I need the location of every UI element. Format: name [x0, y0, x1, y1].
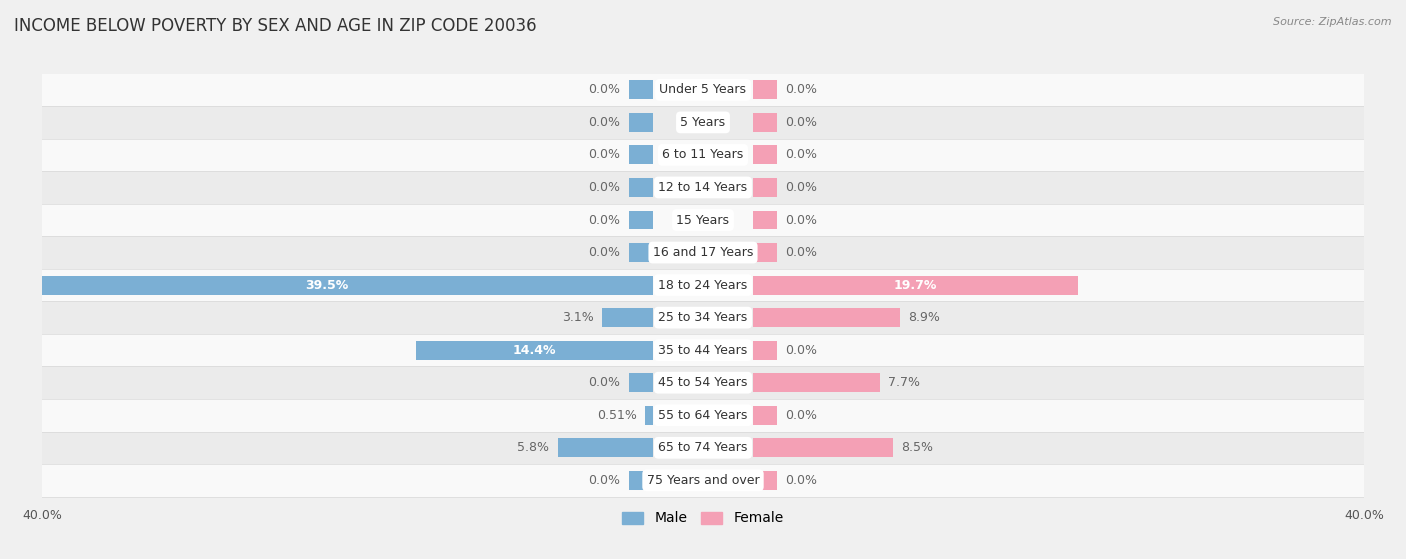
- Text: INCOME BELOW POVERTY BY SEX AND AGE IN ZIP CODE 20036: INCOME BELOW POVERTY BY SEX AND AGE IN Z…: [14, 17, 537, 35]
- Bar: [628, 145, 654, 164]
- FancyBboxPatch shape: [34, 74, 1372, 106]
- Bar: [752, 341, 778, 359]
- Bar: [752, 373, 880, 392]
- Text: 14.4%: 14.4%: [513, 344, 557, 357]
- Bar: [628, 243, 654, 262]
- Bar: [416, 341, 654, 359]
- Text: 0.0%: 0.0%: [786, 181, 818, 194]
- Bar: [752, 276, 1078, 295]
- Text: 5.8%: 5.8%: [517, 441, 550, 454]
- Bar: [752, 471, 778, 490]
- Bar: [752, 211, 778, 229]
- Text: 0.0%: 0.0%: [786, 149, 818, 162]
- Bar: [628, 80, 654, 100]
- Bar: [558, 438, 654, 457]
- Text: 0.51%: 0.51%: [598, 409, 637, 421]
- Text: 7.7%: 7.7%: [889, 376, 920, 389]
- Bar: [752, 243, 778, 262]
- Text: 8.5%: 8.5%: [901, 441, 934, 454]
- Text: 0.0%: 0.0%: [786, 246, 818, 259]
- FancyBboxPatch shape: [34, 171, 1372, 203]
- Text: 0.0%: 0.0%: [588, 149, 620, 162]
- Text: 35 to 44 Years: 35 to 44 Years: [658, 344, 748, 357]
- Text: 0.0%: 0.0%: [588, 214, 620, 226]
- Text: 65 to 74 Years: 65 to 74 Years: [658, 441, 748, 454]
- Text: 0.0%: 0.0%: [786, 474, 818, 487]
- Text: 75 Years and over: 75 Years and over: [647, 474, 759, 487]
- Text: 0.0%: 0.0%: [786, 344, 818, 357]
- Bar: [628, 211, 654, 229]
- FancyBboxPatch shape: [34, 236, 1372, 269]
- Text: 3.1%: 3.1%: [562, 311, 593, 324]
- Bar: [628, 471, 654, 490]
- Text: 18 to 24 Years: 18 to 24 Years: [658, 278, 748, 292]
- Bar: [752, 406, 778, 425]
- Bar: [752, 178, 778, 197]
- Text: 0.0%: 0.0%: [786, 214, 818, 226]
- Text: 8.9%: 8.9%: [908, 311, 939, 324]
- Bar: [602, 308, 654, 327]
- Text: 39.5%: 39.5%: [305, 278, 349, 292]
- Text: 15 Years: 15 Years: [676, 214, 730, 226]
- Text: 45 to 54 Years: 45 to 54 Years: [658, 376, 748, 389]
- Text: 0.0%: 0.0%: [786, 83, 818, 96]
- Text: 5 Years: 5 Years: [681, 116, 725, 129]
- FancyBboxPatch shape: [34, 301, 1372, 334]
- Text: 6 to 11 Years: 6 to 11 Years: [662, 149, 744, 162]
- Text: 0.0%: 0.0%: [786, 409, 818, 421]
- Bar: [752, 308, 900, 327]
- Text: 16 and 17 Years: 16 and 17 Years: [652, 246, 754, 259]
- Text: 0.0%: 0.0%: [588, 376, 620, 389]
- Bar: [752, 80, 778, 100]
- Text: 0.0%: 0.0%: [588, 474, 620, 487]
- FancyBboxPatch shape: [34, 367, 1372, 399]
- Text: 0.0%: 0.0%: [786, 116, 818, 129]
- Text: 0.0%: 0.0%: [588, 246, 620, 259]
- FancyBboxPatch shape: [34, 203, 1372, 236]
- FancyBboxPatch shape: [34, 432, 1372, 464]
- FancyBboxPatch shape: [34, 334, 1372, 367]
- Text: 0.0%: 0.0%: [588, 83, 620, 96]
- Bar: [628, 178, 654, 197]
- Text: 55 to 64 Years: 55 to 64 Years: [658, 409, 748, 421]
- Bar: [752, 438, 893, 457]
- FancyBboxPatch shape: [34, 139, 1372, 171]
- Text: Under 5 Years: Under 5 Years: [659, 83, 747, 96]
- Bar: [645, 406, 654, 425]
- Text: 0.0%: 0.0%: [588, 116, 620, 129]
- Text: 0.0%: 0.0%: [588, 181, 620, 194]
- Legend: Male, Female: Male, Female: [617, 506, 789, 531]
- Bar: [752, 145, 778, 164]
- Text: 12 to 14 Years: 12 to 14 Years: [658, 181, 748, 194]
- Text: Source: ZipAtlas.com: Source: ZipAtlas.com: [1274, 17, 1392, 27]
- Bar: [628, 373, 654, 392]
- FancyBboxPatch shape: [34, 399, 1372, 432]
- FancyBboxPatch shape: [34, 464, 1372, 496]
- Text: 19.7%: 19.7%: [894, 278, 936, 292]
- FancyBboxPatch shape: [34, 269, 1372, 301]
- Bar: [752, 113, 778, 132]
- Text: 25 to 34 Years: 25 to 34 Years: [658, 311, 748, 324]
- Bar: [628, 113, 654, 132]
- Bar: [1, 276, 654, 295]
- FancyBboxPatch shape: [34, 106, 1372, 139]
